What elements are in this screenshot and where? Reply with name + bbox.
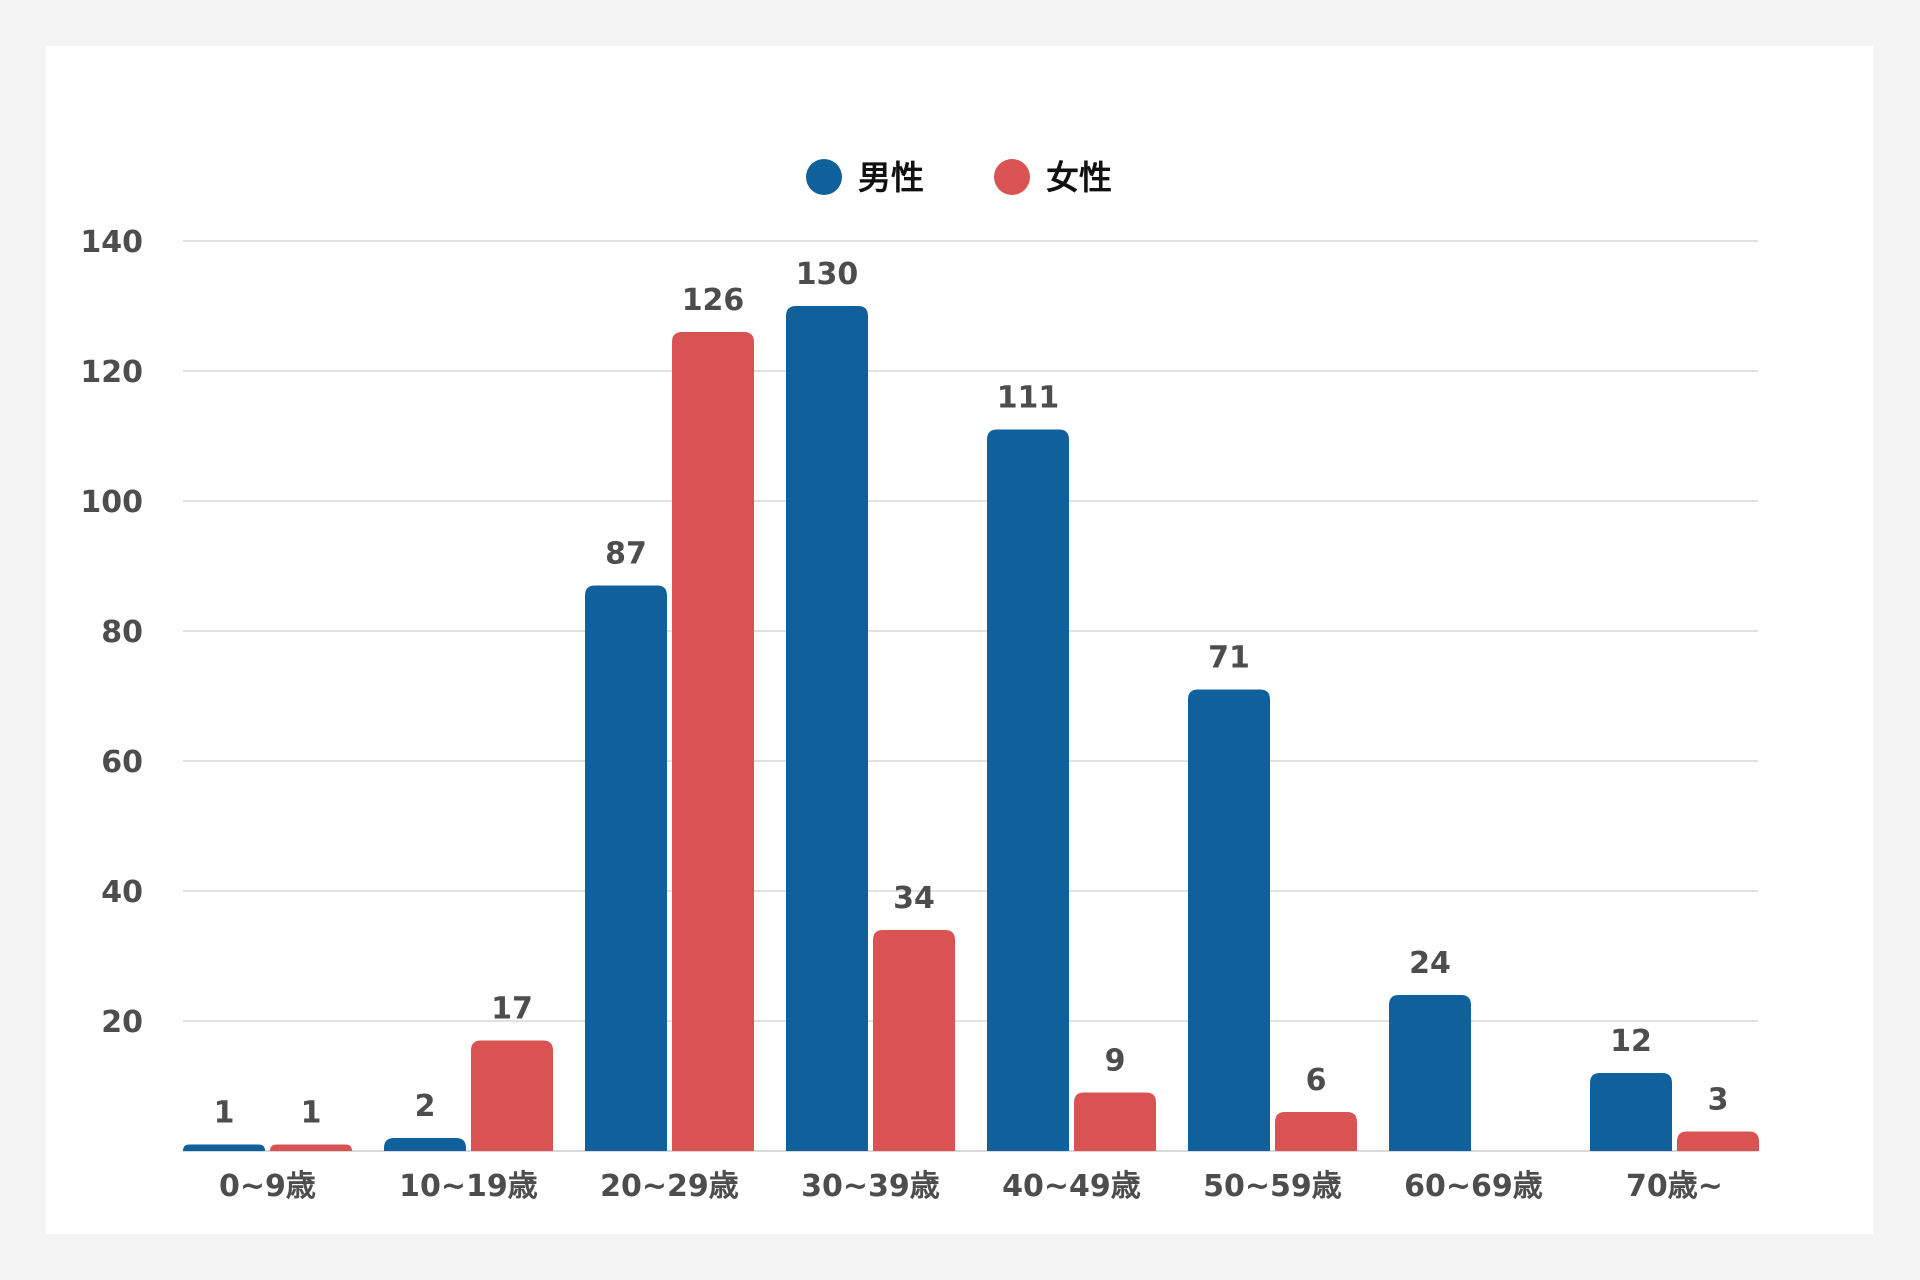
x-axis: 0~9歳 10~19歳 20~29歳 30~39歳 40~49歳 50~59歳 60~69歳… xyxy=(219,1169,1723,1204)
gridlines xyxy=(183,240,1758,1152)
bar-male xyxy=(1389,995,1471,1151)
y-tick-label: 100 xyxy=(80,485,143,520)
y-tick-label: 140 xyxy=(80,225,143,260)
x-category-label: 40~49歳 xyxy=(1002,1169,1141,1204)
value-label: 1 xyxy=(214,1096,235,1131)
x-category-label: 70歳~ xyxy=(1626,1169,1723,1204)
bar-female xyxy=(1074,1092,1156,1151)
bar-male xyxy=(384,1138,466,1151)
value-label: 24 xyxy=(1409,946,1451,981)
value-label: 17 xyxy=(491,992,533,1027)
bar-female xyxy=(1275,1112,1357,1151)
y-tick-label: 60 xyxy=(101,745,143,780)
bar-group: 111 9 xyxy=(987,381,1156,1151)
value-label: 12 xyxy=(1610,1024,1652,1059)
bar-female xyxy=(471,1040,553,1151)
bar-female xyxy=(672,332,754,1151)
bar-female xyxy=(270,1144,352,1151)
bar-male xyxy=(585,585,667,1151)
y-tick-label: 120 xyxy=(80,355,143,390)
y-tick-label: 40 xyxy=(101,875,143,910)
value-label: 6 xyxy=(1306,1063,1327,1098)
bar-group: 130 34 xyxy=(786,257,955,1151)
bar-male xyxy=(1590,1073,1672,1151)
legend-item-male: 男性 xyxy=(806,158,924,197)
bar-female xyxy=(873,930,955,1151)
bar-group: 24 xyxy=(1389,946,1471,1151)
y-tick-label: 80 xyxy=(101,615,143,650)
x-category-label: 30~39歳 xyxy=(801,1169,940,1204)
value-label: 1 xyxy=(301,1096,322,1131)
bar-group: 71 6 xyxy=(1188,641,1357,1151)
legend-label: 女性 xyxy=(1046,158,1112,197)
y-axis: 20 40 60 80 100 120 140 xyxy=(80,225,143,1040)
bar-male xyxy=(987,429,1069,1151)
bar-group: 87 126 xyxy=(585,283,754,1151)
value-label: 87 xyxy=(605,537,647,572)
bar-male xyxy=(183,1144,265,1151)
value-label: 111 xyxy=(997,381,1060,416)
legend-label: 男性 xyxy=(858,158,924,197)
x-category-label: 0~9歳 xyxy=(219,1169,316,1204)
x-category-label: 50~59歳 xyxy=(1203,1169,1342,1204)
legend: 男性 女性 xyxy=(806,158,1112,197)
bar-female xyxy=(1677,1131,1759,1151)
x-category-label: 60~69歳 xyxy=(1404,1169,1543,1204)
value-label: 2 xyxy=(415,1089,436,1124)
value-label: 130 xyxy=(796,257,859,292)
legend-item-female: 女性 xyxy=(994,158,1112,197)
x-category-label: 10~19歳 xyxy=(399,1169,538,1204)
value-label: 9 xyxy=(1105,1044,1126,1079)
value-label: 126 xyxy=(682,283,745,318)
value-label: 3 xyxy=(1708,1083,1729,1118)
bar-male xyxy=(1188,689,1270,1151)
x-category-label: 20~29歳 xyxy=(600,1169,739,1204)
bar-male xyxy=(786,306,868,1151)
value-label: 71 xyxy=(1208,641,1250,676)
legend-swatch-icon xyxy=(806,159,842,195)
chart-card xyxy=(46,46,1873,1234)
value-label: 34 xyxy=(893,881,935,916)
bar-group: 2 17 xyxy=(384,992,553,1151)
bar-group: 12 3 xyxy=(1590,1024,1759,1151)
legend-swatch-icon xyxy=(994,159,1030,195)
y-tick-label: 20 xyxy=(101,1005,143,1040)
